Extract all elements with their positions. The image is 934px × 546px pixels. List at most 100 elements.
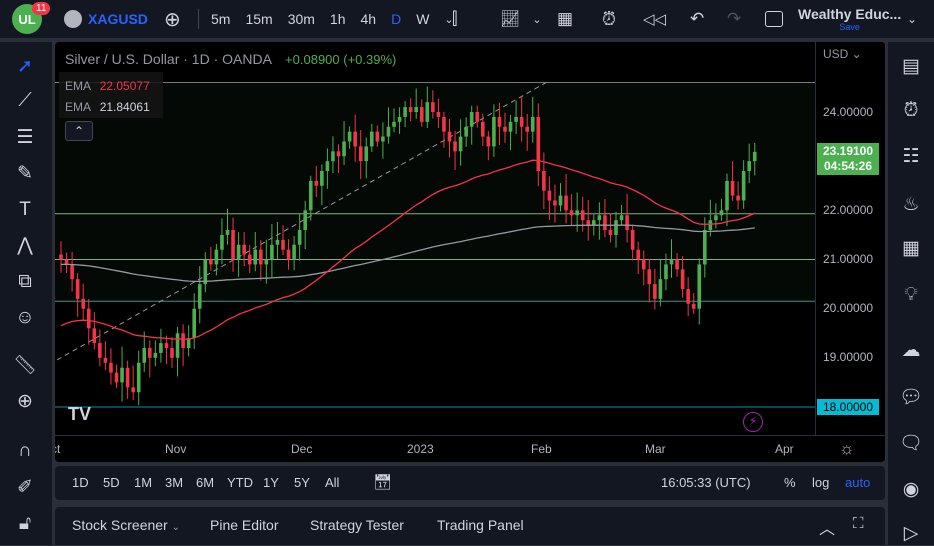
layout-name-button[interactable]: Wealthy Educ... Save [798, 0, 901, 38]
candle-body [597, 215, 602, 221]
cursor-icon[interactable]: ➚ [17, 55, 33, 77]
range-all[interactable]: All [325, 475, 340, 490]
candle-body [114, 372, 119, 383]
candle-body [669, 259, 674, 265]
logo-button[interactable]: UL 11 [12, 0, 51, 38]
current-price-tag: 23.19100 04:54:26 [817, 143, 879, 175]
maximize-panel-button[interactable]: ⛶ [853, 515, 864, 532]
alert-button[interactable]: ⏰︎ [602, 0, 616, 38]
range-1m[interactable]: 1M [134, 475, 153, 490]
prediction-icon[interactable]: ⧉ [18, 271, 32, 292]
candle-body [536, 116, 541, 172]
lock-drawings-icon[interactable]: ✐ [17, 476, 33, 498]
bottom-panel: Stock Screener ⌄ Pine Editor Strategy Te… [55, 507, 885, 545]
interval-W[interactable]: W [416, 11, 430, 27]
replay-button[interactable]: ◁◁ [643, 0, 666, 38]
candle-body [186, 338, 191, 349]
candle-body [170, 348, 174, 358]
chart-type-button[interactable]: ⫿ [452, 0, 457, 38]
bar-countdown: 04:54:26 [823, 159, 873, 173]
candle-body [586, 220, 591, 226]
layout-button[interactable]: ▦ [557, 0, 573, 38]
percent-toggle[interactable]: % [784, 475, 796, 490]
goto-date-button[interactable]: 📅︎ [373, 473, 392, 491]
cloud-chat-icon[interactable]: ☁ [901, 339, 921, 361]
compare-button[interactable]: ⊕ [164, 0, 181, 38]
price-axis[interactable] [815, 42, 885, 435]
interval-D[interactable]: D [391, 11, 402, 27]
fib-icon[interactable]: ☰ [16, 126, 34, 148]
range-ytd[interactable]: YTD [227, 475, 253, 490]
add-list-icon[interactable]: ☷ [902, 145, 920, 167]
text-icon[interactable]: T [19, 199, 31, 220]
tab-trading-panel[interactable]: Trading Panel [437, 517, 524, 533]
symbol-search[interactable]: XAGUSD [64, 0, 148, 38]
candle-body [86, 308, 91, 329]
candle-body [203, 259, 208, 285]
range-6m[interactable]: 6M [196, 475, 215, 490]
broadcast-icon[interactable]: ▷ [903, 522, 919, 544]
candle-body [425, 102, 430, 122]
tab-pine-editor[interactable]: Pine Editor [210, 517, 279, 533]
magnet-icon[interactable]: ∩ [18, 440, 32, 461]
candle-body [564, 195, 568, 211]
chevron-down-icon[interactable]: ⌄ [444, 13, 454, 26]
settings-sun-icon[interactable]: ☼ [839, 439, 855, 458]
interval-30m[interactable]: 30m [287, 11, 315, 27]
tab-strategy-tester[interactable]: Strategy Tester [310, 517, 404, 533]
collapse-panel-button[interactable]: ︿ [819, 515, 835, 539]
range-1d[interactable]: 1D [72, 475, 89, 490]
lightning-icon[interactable]: ⚡︎ [743, 412, 763, 432]
range-5d[interactable]: 5D [103, 475, 120, 490]
price-label: 24.00000 [823, 105, 874, 119]
log-toggle[interactable]: log [812, 475, 830, 490]
range-1y[interactable]: 1Y [263, 475, 279, 490]
hotlist-icon[interactable]: ♨ [902, 193, 920, 215]
time-axis[interactable] [55, 435, 885, 462]
interval-4h[interactable]: 4h [360, 11, 377, 27]
collapse-legend-button[interactable]: ⌃ [65, 121, 93, 141]
price-chart[interactable] [55, 42, 885, 462]
candle-body [497, 116, 502, 127]
range-5y[interactable]: 5Y [294, 475, 310, 490]
interval-5m[interactable]: 5m [211, 11, 231, 27]
chat-icon[interactable]: 💬︎ [898, 387, 924, 408]
tab-stock-screener[interactable]: Stock Screener ⌄ [72, 517, 180, 533]
chart-pane[interactable]: Silver / U.S. Dollar · 1D · OANDA +0.089… [55, 42, 885, 462]
emoji-icon[interactable]: ☺ [15, 307, 35, 328]
candle-body [675, 259, 679, 270]
currency-selector[interactable]: USD ⌄ [823, 47, 862, 61]
indicators-button[interactable]: 📈︎ ⌄ [500, 0, 542, 38]
auto-toggle[interactable]: auto [845, 475, 871, 490]
timezone-clock[interactable]: 16:05:33 (UTC) [661, 475, 751, 490]
candle-body [419, 107, 424, 122]
calendar-icon[interactable]: ▦ [902, 237, 920, 259]
ruler-icon[interactable]: 📏︎ [12, 355, 38, 376]
alarm-icon[interactable]: ⏰︎ [903, 100, 919, 121]
candle-body [553, 200, 557, 206]
candle-body [503, 126, 507, 132]
candle-body [625, 215, 629, 231]
fullscreen-toggle[interactable] [765, 0, 783, 38]
streams-icon[interactable]: ◉ [902, 478, 920, 500]
watchlist-icon[interactable]: ▤ [902, 55, 920, 77]
layout-menu-button[interactable]: ⌄ [907, 0, 917, 38]
redo-button[interactable]: ↷ [727, 0, 741, 38]
interval-15m[interactable]: 15m [245, 11, 273, 27]
symbol-label: XAGUSD [88, 11, 148, 27]
unlock-icon[interactable]: 🔓︎ [18, 513, 32, 534]
undo-button[interactable]: ↶ [690, 0, 704, 38]
brush-icon[interactable]: ✎ [17, 162, 33, 184]
ideas-icon[interactable]: 💡︎ [904, 284, 918, 305]
trend-line-icon[interactable]: ⟋ [18, 90, 32, 111]
pattern-icon[interactable]: ⋀ [17, 234, 33, 256]
candle-body [608, 230, 613, 235]
candle-body [508, 121, 513, 132]
range-3m[interactable]: 3M [165, 475, 184, 490]
candles-icon: ⫿ [452, 9, 458, 28]
zoom-icon[interactable]: ⊕ [17, 390, 33, 412]
interval-1h[interactable]: 1h [329, 11, 346, 27]
messages-icon[interactable]: 🗨︎ [898, 433, 924, 454]
time-label: 2023 [407, 442, 434, 456]
candle-body [653, 284, 657, 299]
